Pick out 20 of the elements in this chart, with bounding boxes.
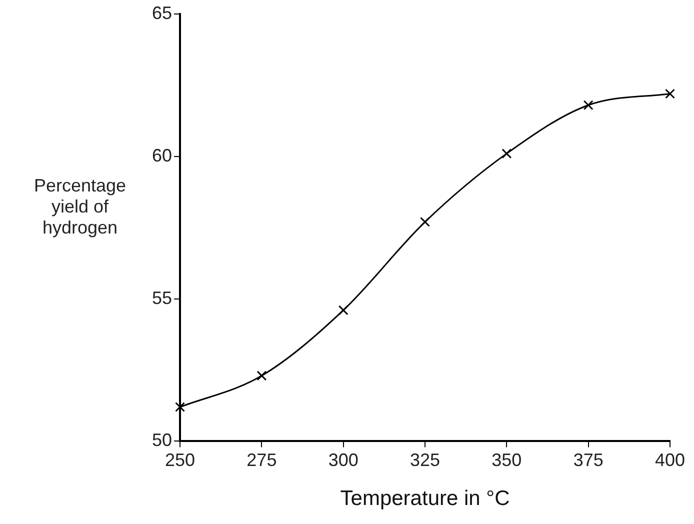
y-axis-title: Percentage yield of hydrogen: [34, 176, 126, 238]
x-axis-title: Temperature in °C: [340, 487, 510, 510]
x-tick-label: 275: [246, 450, 277, 470]
point: [665, 88, 675, 99]
point: [256, 370, 267, 381]
y-tick-label: 60: [152, 145, 172, 166]
y-tick-label: 55: [152, 288, 172, 308]
x-tick-label: 375: [573, 450, 604, 470]
point: [420, 216, 430, 227]
x-tick-label: 250: [165, 450, 196, 470]
point: [175, 402, 186, 412]
x-tick-label: 400: [654, 450, 686, 470]
y-tick-label: 65: [152, 2, 172, 23]
x-tick-label: 300: [328, 450, 358, 470]
y-tick-label: 50: [152, 430, 172, 450]
point: [338, 305, 348, 316]
x-tick-label: 325: [410, 450, 440, 470]
x-tick-label: 350: [492, 450, 522, 470]
point: [502, 148, 512, 159]
point: [583, 100, 594, 110]
